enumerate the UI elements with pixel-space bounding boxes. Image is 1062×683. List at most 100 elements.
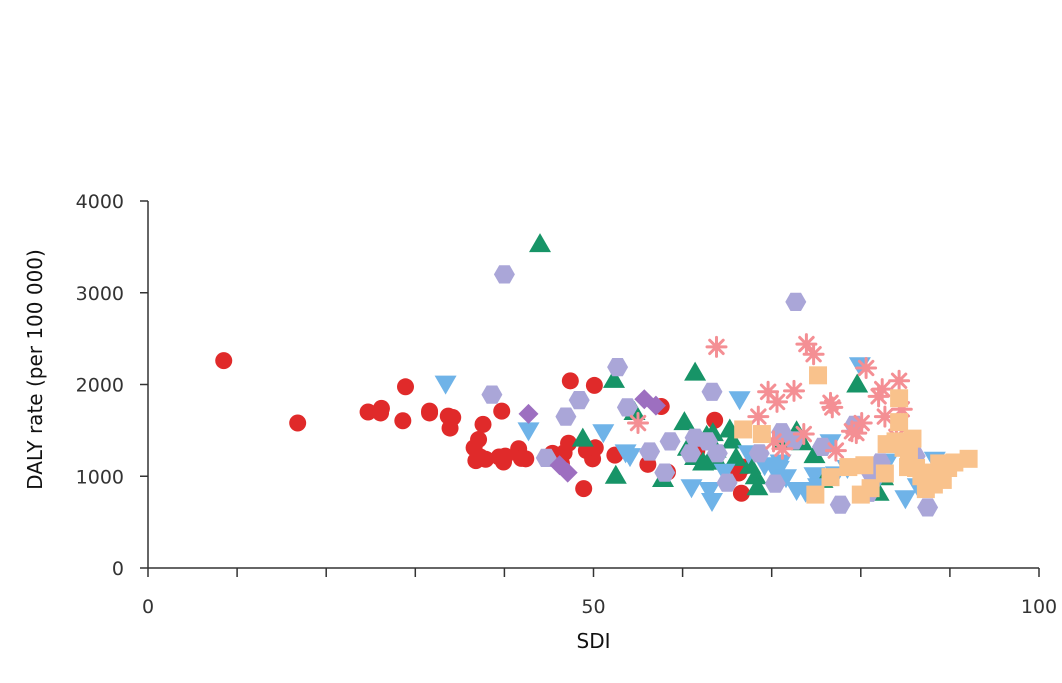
hexagon-point	[716, 473, 738, 492]
circle-point	[517, 450, 535, 468]
hexagon-point	[748, 444, 770, 463]
series-diamond	[518, 389, 666, 483]
y-tick-label: 2000	[76, 375, 124, 397]
x-axis-title: SDI	[577, 629, 611, 653]
asterisk-point	[821, 396, 844, 419]
triangle-down-point	[803, 467, 826, 487]
asterisk-point	[802, 343, 825, 366]
circle-point	[394, 412, 412, 430]
y-tick-label: 4000	[76, 191, 124, 213]
triangle-up-point	[803, 444, 826, 464]
asterisk-point	[850, 412, 873, 434]
asterisk-point	[705, 335, 728, 358]
asterisk-point	[840, 420, 863, 443]
diamond-point	[518, 403, 539, 424]
circle-point	[396, 378, 414, 396]
circle-point	[575, 480, 593, 498]
hexagon-point	[701, 382, 723, 401]
asterisk-point	[766, 390, 788, 413]
triangle-down-point	[592, 424, 615, 444]
asterisk-point	[762, 430, 785, 453]
triangle-down-point	[728, 391, 751, 411]
asterisk-point	[819, 391, 842, 414]
asterisk-point	[783, 379, 805, 402]
x-tick-label: 0	[142, 596, 154, 618]
square-point	[734, 420, 753, 439]
hexagon-point	[829, 495, 851, 514]
hexagon-point	[764, 474, 786, 493]
hexagon-point	[535, 448, 557, 467]
asterisk-point	[855, 357, 878, 379]
circle-point	[496, 447, 514, 465]
circle-point	[585, 376, 603, 394]
asterisk-point	[888, 369, 911, 392]
triangle-down-point	[698, 482, 721, 501]
hexagon-point	[654, 463, 676, 482]
circle-point	[470, 431, 488, 449]
hexagon-point	[785, 292, 807, 311]
circle-point	[477, 450, 495, 468]
triangle-up-point	[744, 465, 767, 485]
asterisk-point	[824, 439, 847, 462]
x-tick-label: 50	[581, 596, 605, 618]
square-point	[945, 453, 964, 472]
square-point	[890, 389, 909, 408]
y-tick-label: 0	[112, 558, 124, 580]
asterisk-point	[873, 405, 896, 428]
circle-point	[732, 484, 750, 502]
triangle-up-point	[846, 373, 869, 393]
asterisk-point	[792, 423, 815, 445]
asterisk-point	[871, 378, 894, 401]
asterisk-point	[795, 333, 818, 356]
triangle-up-point	[571, 427, 594, 447]
triangle-down-point	[434, 375, 457, 395]
square-point	[821, 468, 840, 487]
hexagon-point	[568, 391, 590, 410]
data-points	[215, 233, 978, 517]
hexagon-point	[607, 358, 629, 377]
y-tick-label: 1000	[76, 466, 124, 488]
asterisk-point	[747, 405, 770, 428]
triangle-down-point	[517, 422, 540, 442]
triangle-up-point	[746, 476, 769, 496]
square-point	[806, 485, 825, 504]
series-square	[734, 366, 978, 504]
square-point	[890, 413, 909, 432]
asterisk-point	[867, 385, 890, 408]
y-axis-title: DALY rate (per 100 000)	[23, 249, 47, 490]
circle-point	[474, 415, 492, 433]
square-point	[809, 366, 828, 385]
asterisk-point	[771, 437, 794, 460]
square-point	[752, 425, 771, 444]
circle-point	[215, 352, 233, 370]
triangle-up-point	[684, 361, 707, 381]
circle-point	[372, 399, 390, 417]
triangle-down-point	[680, 479, 703, 499]
square-point	[861, 479, 880, 498]
hexagon-point	[659, 432, 681, 451]
square-point	[855, 456, 874, 475]
circle-point	[421, 404, 439, 422]
square-point	[839, 458, 858, 477]
circle-point	[359, 403, 377, 421]
triangle-up-point	[725, 446, 748, 466]
hexagon-point	[917, 498, 939, 517]
triangle-down-point	[775, 469, 797, 489]
triangle-up-point	[604, 464, 627, 484]
square-point	[875, 464, 894, 483]
circle-point	[444, 409, 462, 427]
y-tick-label: 3000	[76, 283, 124, 305]
square-point	[903, 429, 922, 448]
triangle-down-point	[619, 448, 641, 468]
circle-point	[493, 402, 511, 420]
diamond-point	[645, 395, 666, 416]
hexagon-point	[493, 265, 515, 284]
triangle-up-point	[529, 233, 551, 253]
circle-point	[560, 434, 578, 452]
asterisk-point	[757, 380, 780, 403]
triangle-up-point	[721, 429, 744, 449]
asterisk-point	[845, 422, 868, 445]
hexagon-point	[706, 444, 728, 463]
triangle-down-point	[769, 454, 792, 474]
